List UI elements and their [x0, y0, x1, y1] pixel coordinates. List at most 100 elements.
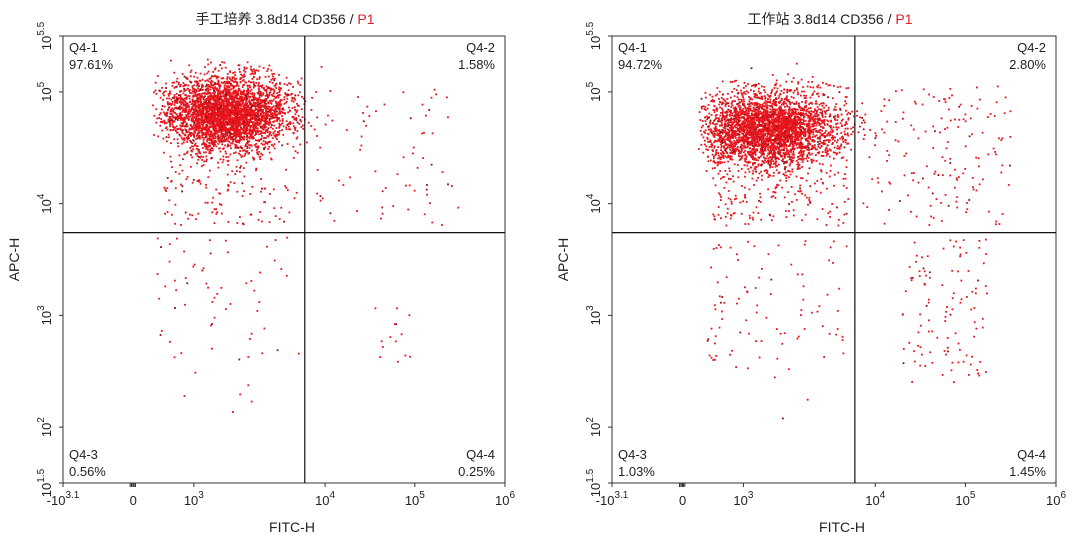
data-point [206, 125, 209, 128]
data-point [182, 85, 185, 88]
data-point [264, 123, 267, 125]
data-point [230, 128, 233, 130]
data-point [213, 105, 216, 108]
data-point [426, 193, 428, 196]
data-point [278, 106, 281, 109]
data-point [734, 126, 737, 129]
data-point [169, 90, 171, 93]
data-point [259, 99, 262, 102]
data-point [239, 116, 242, 119]
data-point [258, 76, 261, 78]
data-point [302, 128, 305, 130]
data-point [184, 97, 186, 100]
data-point [229, 92, 231, 94]
data-point [221, 108, 224, 110]
data-point [204, 106, 207, 108]
data-point [171, 85, 174, 87]
data-point [808, 124, 810, 127]
data-point [256, 116, 259, 119]
data-point [748, 103, 751, 106]
data-point [773, 171, 775, 174]
data-point [258, 92, 261, 95]
data-point [234, 128, 236, 131]
data-point [862, 128, 865, 131]
data-point [705, 170, 708, 172]
data-point [776, 90, 778, 93]
data-point [201, 105, 203, 108]
data-point [238, 135, 241, 138]
data-point [166, 113, 168, 115]
y-tick-label: 104 [36, 193, 54, 213]
data-point [251, 118, 253, 120]
data-point [241, 123, 244, 125]
data-point [195, 94, 197, 97]
data-point [285, 168, 287, 171]
data-point [225, 156, 228, 159]
data-point [206, 85, 209, 87]
data-point [230, 79, 233, 82]
data-point [183, 100, 185, 103]
data-point [404, 354, 407, 357]
data-point [435, 93, 437, 96]
data-point [258, 130, 261, 133]
data-point [240, 165, 242, 167]
data-point [173, 86, 176, 89]
data-point [270, 126, 272, 129]
data-point [242, 167, 245, 169]
data-point [259, 211, 262, 213]
data-point [757, 103, 760, 105]
data-point [300, 77, 303, 80]
data-point [342, 184, 345, 186]
data-point [188, 105, 190, 108]
data-point [227, 184, 230, 186]
data-point [227, 163, 230, 166]
data-point [170, 108, 172, 111]
data-point [237, 147, 240, 149]
data-point [738, 98, 741, 101]
data-point [715, 149, 718, 151]
data-point [224, 140, 226, 142]
data-point [809, 125, 812, 128]
data-point [276, 106, 279, 108]
data-point [216, 92, 219, 95]
data-point [298, 123, 301, 125]
data-point [287, 123, 289, 125]
data-point [204, 80, 207, 82]
data-point [229, 114, 231, 117]
data-point [171, 213, 173, 216]
data-point [243, 131, 246, 134]
data-point [802, 116, 805, 119]
data-point [218, 147, 220, 150]
data-point [264, 117, 266, 119]
data-point [206, 129, 209, 132]
data-point [168, 243, 171, 246]
data-point [180, 125, 183, 127]
data-point [259, 91, 262, 93]
data-point [195, 127, 198, 130]
data-point [255, 139, 257, 142]
data-point [852, 130, 854, 133]
data-point [173, 94, 176, 96]
data-point [263, 148, 265, 151]
data-point [169, 125, 171, 128]
data-point [233, 135, 236, 137]
data-point [862, 119, 865, 122]
data-point [182, 104, 185, 106]
data-point [827, 106, 830, 109]
data-point [266, 70, 269, 72]
data-point [262, 67, 265, 69]
data-point [200, 120, 203, 123]
data-point [290, 93, 292, 96]
data-point [185, 116, 187, 119]
data-point [240, 103, 243, 106]
data-point [240, 73, 242, 76]
data-point [280, 206, 283, 209]
data-point [205, 124, 208, 126]
data-point [239, 71, 241, 73]
data-point [218, 102, 221, 104]
data-point [235, 139, 237, 142]
data-point [754, 166, 757, 168]
data-point [776, 137, 778, 140]
data-point [241, 182, 244, 185]
data-point [238, 64, 241, 67]
